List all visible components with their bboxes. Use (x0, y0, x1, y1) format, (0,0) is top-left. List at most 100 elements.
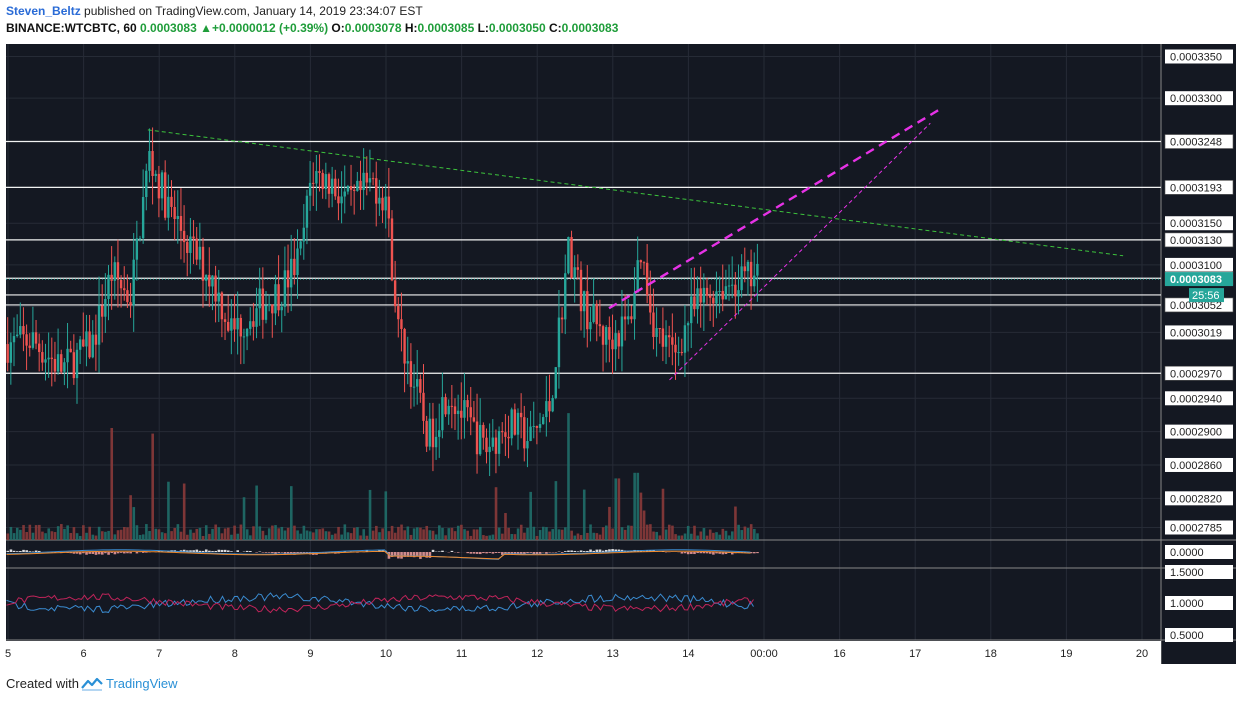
volume-bar (532, 526, 536, 540)
candle-body (425, 420, 428, 447)
macd-signal-line (6, 550, 751, 560)
price-tick-label: 0.0003100 (1170, 260, 1222, 272)
volume-bar (573, 535, 577, 540)
symbol-label[interactable]: BINANCE:WTCBTC, 60 (6, 21, 137, 35)
volume-bar (425, 525, 429, 540)
volume-bar (28, 524, 32, 540)
volume-bar (94, 535, 98, 540)
volume-bar (56, 526, 60, 540)
volume-bar (409, 534, 413, 540)
volume-bar (463, 529, 466, 540)
candle-body (151, 151, 154, 176)
candle-body (478, 424, 482, 455)
candle-body (56, 354, 60, 372)
time-tick-label: 5 (5, 648, 11, 660)
candle-body (680, 352, 683, 354)
author-link[interactable]: Steven_Beltz (6, 4, 81, 18)
tradingview-link[interactable]: TradingView (105, 676, 178, 691)
volume-bar (236, 533, 240, 540)
oscillator-tick-label: 1.5000 (1170, 567, 1204, 579)
volume-bar (554, 481, 558, 540)
macd-panel (6, 549, 759, 560)
candle-body (554, 367, 557, 399)
candle-body (201, 246, 205, 281)
candle-body (264, 305, 268, 320)
volume-bar (201, 535, 205, 540)
volume-bar (438, 525, 441, 540)
macd-histogram-bar (485, 552, 488, 554)
candle-body (145, 170, 148, 198)
volume-bar (47, 528, 51, 540)
time-tick-label: 00:00 (750, 648, 778, 660)
level-price-label: 0.0003130 (1170, 235, 1222, 247)
candle-body (677, 352, 680, 354)
volume-bar (674, 534, 677, 540)
price-chart[interactable]: 0.0003350 0.0003300 0.0003150 0.0003100 0.00… (0, 42, 1236, 668)
volume-bar (592, 532, 595, 540)
volume-bar (116, 530, 120, 540)
volume-bar (22, 525, 25, 540)
volume-bar (37, 524, 41, 540)
volume-bar (362, 529, 366, 540)
macd-histogram-bar (214, 550, 217, 552)
candle-body (523, 417, 526, 449)
published-text: published on TradingView.com, January 14… (80, 4, 423, 18)
volume-bar (570, 530, 573, 540)
macd-histogram-bar (277, 552, 280, 553)
candle-body (349, 185, 353, 190)
candle-body (450, 405, 454, 407)
candle-body (211, 275, 214, 287)
macd-histogram-bar (217, 549, 221, 552)
macd-histogram-bar (608, 549, 611, 552)
candle-body (63, 362, 66, 372)
volume-bar (428, 530, 432, 540)
candle-body (302, 227, 305, 242)
macd-histogram-bar (469, 552, 473, 554)
macd-histogram-bar (226, 550, 230, 552)
volume-bar (63, 528, 66, 540)
macd-histogram-bar (249, 551, 252, 552)
macd-histogram-bar (564, 551, 567, 552)
macd-histogram-bar (601, 550, 605, 552)
macd-histogram-bar (428, 552, 432, 558)
candle-body (28, 345, 31, 348)
volume-bar (627, 525, 630, 540)
macd-histogram-bar (548, 552, 551, 553)
oscillator-blue-line (6, 592, 754, 613)
volume-bar (368, 489, 372, 540)
volume-bar (488, 535, 492, 540)
candle-body (94, 334, 98, 345)
macd-histogram-bar (299, 552, 303, 554)
macd-histogram-bar (683, 552, 687, 554)
volume-bar (381, 528, 384, 540)
candle-body (538, 424, 542, 428)
candle-body (743, 266, 746, 272)
macd-tick-box (1165, 545, 1233, 559)
volume-bar (34, 525, 38, 540)
price-axis-labels: 0.0003350 0.0003300 0.0003150 0.0003100 0.00… (1164, 49, 1234, 642)
volume-bar (444, 535, 447, 540)
macd-histogram-bar (532, 552, 536, 555)
candle-body (50, 357, 53, 359)
macd-line (6, 549, 751, 560)
volume-bar (737, 524, 740, 540)
volume-bar (541, 526, 545, 540)
candle-body (34, 332, 38, 344)
candle-body (340, 196, 343, 204)
volume-bar (447, 528, 451, 540)
macd-histogram-bar (223, 549, 227, 552)
price-tick-label: 0.0002785 (1170, 522, 1222, 534)
oscillator-tick-box (1165, 628, 1233, 642)
volume-bar (110, 428, 114, 540)
macd-histogram-bar (724, 552, 728, 555)
volume-bar (642, 510, 646, 540)
volume-bar (163, 533, 167, 540)
macd-histogram-bar (579, 550, 583, 552)
candle-body (330, 178, 334, 194)
candle-body (557, 317, 561, 368)
volume-bar (491, 534, 495, 540)
volume-bar (286, 527, 290, 540)
volume-bar (12, 533, 16, 540)
macd-histogram-bar (91, 552, 95, 554)
candle-body (658, 328, 661, 330)
